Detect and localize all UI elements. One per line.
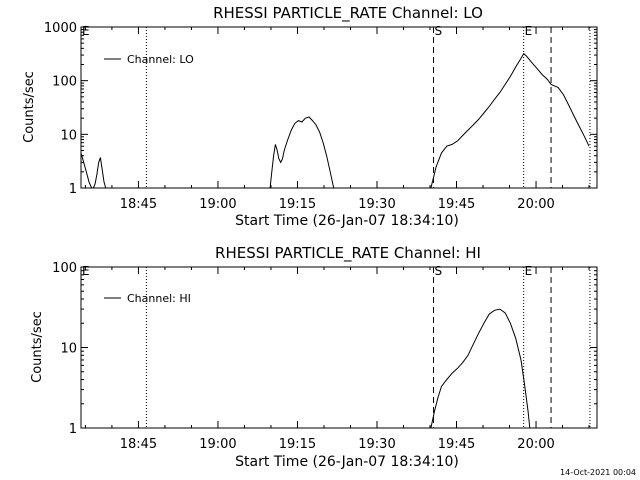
panel-lo-xticks: 18:45 19:00 19:15 19:30 19:45 20:00 xyxy=(84,27,590,212)
x-tick-label-4: 19:45 xyxy=(438,197,475,212)
x-tick-label-5: 20:00 xyxy=(517,197,554,212)
x-tick-label-5: 20:00 xyxy=(517,437,554,452)
y-tick-label-1: 10 xyxy=(60,342,77,357)
x-tick-label-4: 19:45 xyxy=(438,437,475,452)
panel-hi: RHESSI PARTICLE_RATE Channel: HI E S E 1 10… xyxy=(30,244,598,470)
marker-label-3: E xyxy=(525,24,533,38)
y-tick-label-0: 1 xyxy=(69,182,77,197)
panel-lo-plot-frame xyxy=(80,26,598,189)
panel-lo-ylabel: Counts/sec xyxy=(22,71,37,143)
panel-hi-series xyxy=(430,308,531,429)
panel-lo-xlabel: Start Time (26-Jan-07 18:34:10) xyxy=(235,213,459,229)
x-tick-label-2: 19:15 xyxy=(279,437,316,452)
panel-lo-legend-label: Channel: LO xyxy=(127,53,194,66)
x-tick-label-0: 18:45 xyxy=(120,197,157,212)
footer-date: 14-Oct-2021 00:04 xyxy=(560,468,636,477)
panel-hi-title: RHESSI PARTICLE_RATE Channel: HI xyxy=(215,244,481,263)
panel-hi-xticks: 18:45 19:00 19:15 19:30 19:45 20:00 xyxy=(84,267,590,452)
marker-label-2: S xyxy=(435,24,443,38)
x-tick-label-1: 19:00 xyxy=(199,197,236,212)
panel-lo: RHESSI PARTICLE_RATE Channel: LO E S E 1 10… xyxy=(22,4,598,229)
marker-label-3: E xyxy=(525,264,533,278)
series-line-segment-0-0 xyxy=(80,152,107,189)
y-tick-label-0: 1 xyxy=(69,422,77,437)
series-line-segment-0-1 xyxy=(269,116,335,189)
y-tick-label-3: 1000 xyxy=(44,21,77,36)
panel-hi-yticks: 1 10 100 xyxy=(52,261,597,437)
panel-lo-title: RHESSI PARTICLE_RATE Channel: LO xyxy=(213,4,483,23)
x-tick-label-3: 19:30 xyxy=(358,437,395,452)
series-line-segment-0-0 xyxy=(430,308,531,429)
y-tick-label-2: 100 xyxy=(52,75,77,90)
y-tick-label-2: 100 xyxy=(52,261,77,276)
marker-label-2: S xyxy=(435,264,443,278)
x-tick-label-0: 18:45 xyxy=(120,437,157,452)
panel-lo-yticks: 1 10 100 1000 xyxy=(44,21,597,197)
x-tick-label-2: 19:15 xyxy=(279,197,316,212)
y-tick-label-1: 10 xyxy=(60,128,77,143)
panel-lo-series xyxy=(80,52,590,189)
marker-label-0: E xyxy=(82,24,90,38)
panel-hi-legend-label: Channel: HI xyxy=(127,292,191,305)
marker-label-0: E xyxy=(82,264,90,278)
x-tick-label-3: 19:30 xyxy=(358,197,395,212)
panel-hi-ylabel: Counts/sec xyxy=(30,311,45,383)
x-tick-label-1: 19:00 xyxy=(199,437,236,452)
series-line-segment-0-2 xyxy=(430,52,590,189)
panel-hi-xlabel: Start Time (26-Jan-07 18:34:10) xyxy=(235,454,459,470)
